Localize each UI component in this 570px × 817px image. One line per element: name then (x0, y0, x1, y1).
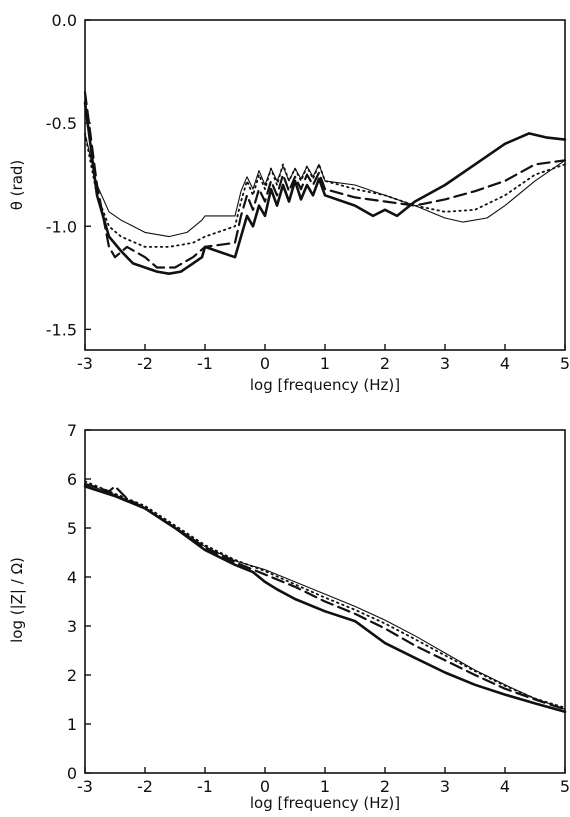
phase-x-tick-label: 4 (500, 354, 510, 373)
magnitude-y-axis-label: log (|Z| / Ω) (8, 557, 26, 643)
magnitude-x-axis-label: log [frequency (Hz)] (250, 794, 400, 812)
magnitude-x-tick-label: 1 (320, 777, 330, 796)
phase-x-tick-label: -2 (137, 354, 153, 373)
phase-x-tick-label: -3 (77, 354, 93, 373)
magnitude-y-tick-label: 5 (67, 519, 77, 538)
phase-y-tick-label: -1.5 (46, 320, 77, 339)
phase-x-tick-label: 5 (560, 354, 570, 373)
phase-x-tick-label: 2 (380, 354, 390, 373)
magnitude-x-tick-label: -2 (137, 777, 153, 796)
phase-x-tick-label: 3 (440, 354, 450, 373)
magnitude-y-tick-label: 4 (67, 568, 77, 587)
magnitude-y-tick-label: 1 (67, 715, 77, 734)
phase-y-ticks: 0.0 -0.5 -1.0 -1.5 (46, 11, 91, 339)
magnitude-series-thin-solid (84, 483, 566, 710)
phase-x-tick-label: 0 (260, 354, 270, 373)
magnitude-y-tick-label: 3 (67, 617, 77, 636)
phase-x-tick-label: 1 (320, 354, 330, 373)
magnitude-x-tick-label: 0 (260, 777, 270, 796)
phase-y-axis-label: θ (rad) (8, 160, 26, 211)
phase-series-thin-solid (84, 132, 566, 238)
magnitude-x-tick-label: 4 (500, 777, 510, 796)
phase-series-thick-solid (83, 101, 567, 276)
phase-angle-chart: -3 -2 -1 0 1 2 3 4 5 0.0 -0.5 -1.0 -1.5 log [freque… (8, 11, 570, 394)
phase-series (83, 91, 567, 276)
phase-y-tick-label: -1.0 (46, 217, 77, 236)
impedance-magnitude-chart: -3 -2 -1 0 1 2 3 4 5 0 1 2 3 4 5 6 7 log [frequency (Hz… (8, 421, 570, 812)
magnitude-x-ticks: -3 -2 -1 0 1 2 3 4 5 (77, 767, 570, 796)
magnitude-x-tick-label: -1 (197, 777, 213, 796)
magnitude-series (83, 480, 567, 714)
magnitude-series-dotted (84, 480, 566, 709)
phase-x-tick-label: -1 (197, 354, 213, 373)
magnitude-x-tick-label: 2 (380, 777, 390, 796)
magnitude-x-tick-label: 5 (560, 777, 570, 796)
phase-series-dashed (83, 91, 567, 269)
magnitude-y-tick-label: 2 (67, 666, 77, 685)
magnitude-y-tick-label: 0 (67, 764, 77, 783)
magnitude-x-tick-label: 3 (440, 777, 450, 796)
magnitude-series-thick-solid (83, 485, 567, 714)
phase-y-tick-label: 0.0 (52, 11, 77, 30)
magnitude-y-tick-label: 7 (67, 421, 77, 440)
magnitude-series-dashed (83, 482, 567, 711)
phase-y-tick-label: -0.5 (46, 114, 77, 133)
phase-x-axis-label: log [frequency (Hz)] (250, 376, 400, 394)
phase-x-ticks: -3 -2 -1 0 1 2 3 4 5 (77, 344, 570, 373)
magnitude-x-tick-label: -3 (77, 777, 93, 796)
magnitude-y-tick-label: 6 (67, 470, 77, 489)
magnitude-y-ticks: 0 1 2 3 4 5 6 7 (67, 421, 91, 783)
